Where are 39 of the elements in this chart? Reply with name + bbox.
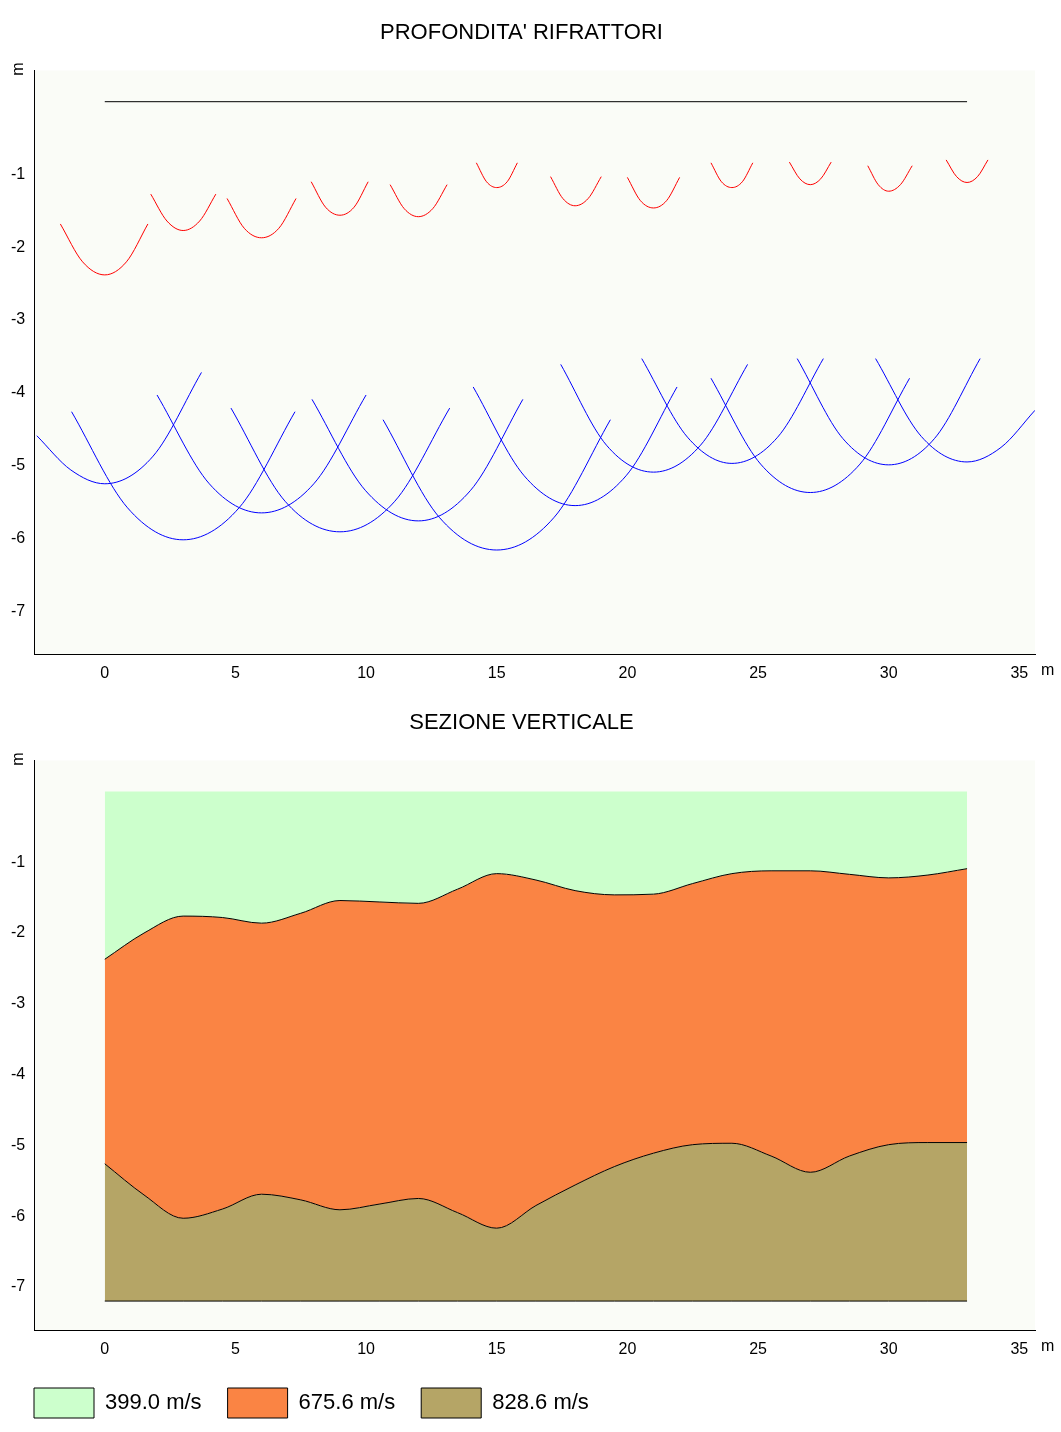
- y-tick-label: -3: [10, 994, 26, 1012]
- x-tick-label: 35: [1010, 1339, 1029, 1357]
- y-tick-label: -7: [10, 601, 26, 619]
- legend-label: 399.0 m/s: [105, 1389, 202, 1415]
- chart-title: SEZIONE VERTICALE: [409, 709, 634, 735]
- x-axis-title: m: [1041, 1337, 1055, 1355]
- y-tick-label: -5: [10, 1135, 26, 1153]
- y-tick-label: -4: [10, 1065, 26, 1083]
- y-tick-label: -3: [10, 310, 26, 328]
- y-tick-label: -5: [10, 455, 26, 473]
- x-tick-label: 0: [100, 663, 110, 681]
- y-tick-label: -2: [10, 237, 26, 255]
- x-tick-label: 30: [879, 663, 898, 681]
- y-tick-label: -4: [10, 383, 26, 401]
- x-tick-label: 5: [230, 663, 240, 681]
- y-tick-label: -1: [10, 164, 26, 182]
- y-tick-label: -6: [10, 1206, 26, 1224]
- x-tick-label: 20: [618, 1339, 637, 1357]
- x-tick-label: 10: [357, 1339, 376, 1357]
- x-tick-label: 15: [487, 1339, 506, 1357]
- legend-label: 828.6 m/s: [492, 1389, 589, 1415]
- x-tick-label: 35: [1010, 663, 1029, 681]
- x-tick-label: 10: [357, 663, 376, 681]
- y-tick-label: -7: [10, 1277, 26, 1295]
- y-axis-title: m: [8, 752, 26, 766]
- x-tick-label: 20: [618, 663, 637, 681]
- y-axis-title: m: [8, 62, 26, 76]
- x-axis-title: m: [1041, 661, 1055, 679]
- x-tick-label: 25: [749, 1339, 768, 1357]
- x-tick-label: 5: [230, 1339, 240, 1357]
- x-tick-label: 25: [749, 663, 768, 681]
- legend-label: 675.6 m/s: [298, 1389, 396, 1415]
- x-tick-label: 30: [879, 1339, 898, 1357]
- y-tick-label: -1: [10, 852, 26, 870]
- y-tick-label: -6: [10, 528, 26, 546]
- x-tick-label: 0: [100, 1339, 110, 1357]
- chart-title: PROFONDITA' RIFRATTORI: [380, 19, 663, 45]
- y-tick-label: -2: [10, 923, 26, 941]
- x-tick-label: 15: [487, 663, 506, 681]
